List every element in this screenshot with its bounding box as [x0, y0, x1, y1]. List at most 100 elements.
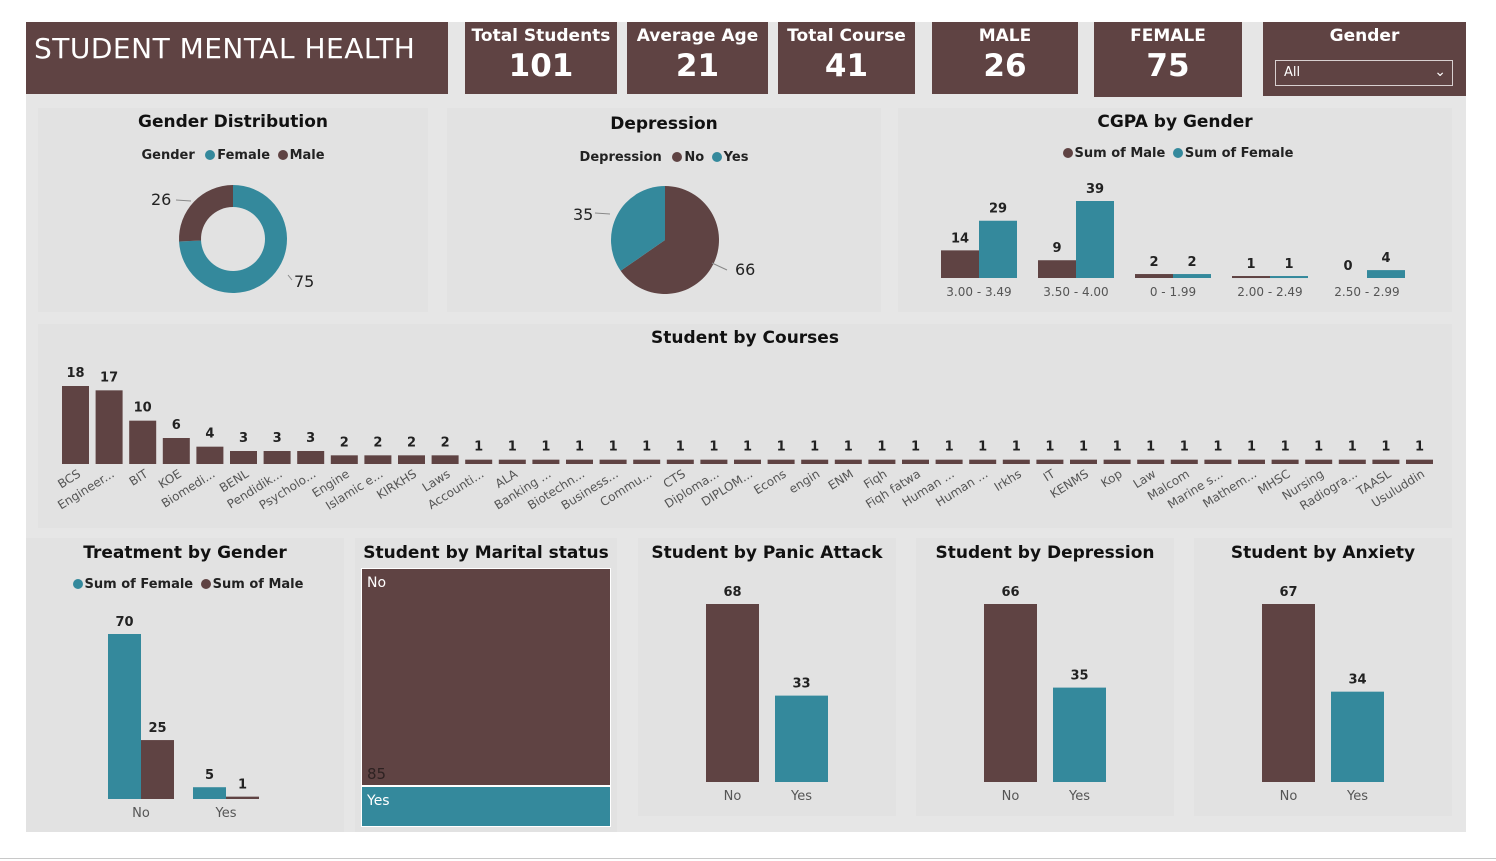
gender-donut-chart[interactable]: 75 26	[38, 108, 428, 312]
course-bar[interactable]	[1406, 459, 1433, 464]
cgpa-bar-female[interactable]	[979, 220, 1017, 278]
data-label: 2	[441, 435, 450, 450]
course-bar[interactable]	[1036, 459, 1064, 464]
course-bar[interactable]	[969, 459, 997, 464]
cgpa-bar-male[interactable]	[1135, 274, 1173, 278]
course-bar[interactable]	[801, 459, 829, 464]
course-bar[interactable]	[498, 459, 526, 464]
bar-yes[interactable]	[1331, 691, 1384, 782]
course-bar[interactable]	[666, 459, 694, 464]
legend-male[interactable]: Sum of Male	[1074, 146, 1166, 161]
donut-slice-male[interactable]	[179, 185, 233, 242]
cgpa-bar-male[interactable]	[1038, 260, 1076, 278]
legend-yes[interactable]: Yes	[723, 150, 749, 165]
gender-dropdown[interactable]: All ⌄	[1275, 60, 1453, 86]
course-bar[interactable]	[1070, 459, 1097, 464]
course-bar[interactable]	[834, 459, 862, 464]
page-title: STUDENT MENTAL HEALTH	[34, 32, 416, 65]
bar-no[interactable]	[1262, 604, 1315, 782]
course-bar[interactable]	[95, 390, 123, 464]
course-bar[interactable]	[129, 420, 157, 464]
course-bar[interactable]	[62, 386, 89, 464]
course-bar[interactable]	[599, 459, 627, 464]
course-bar[interactable]	[465, 459, 493, 464]
leader-line[interactable]	[594, 212, 611, 215]
course-bar[interactable]	[1204, 459, 1232, 464]
cgpa-bar-male[interactable]	[1232, 276, 1270, 279]
panic-bar-chart[interactable]: 68 No 33 Yes	[638, 538, 896, 816]
cgpa-bar-female[interactable]	[1076, 201, 1114, 278]
course-bar[interactable]	[364, 455, 392, 464]
course-bar[interactable]	[935, 459, 963, 464]
bar-yes[interactable]	[1053, 687, 1106, 782]
anxiety-bar-chart[interactable]: 67 No 34 Yes	[1194, 538, 1452, 816]
course-bar[interactable]	[263, 451, 291, 464]
course-bar[interactable]	[297, 451, 325, 464]
legend-female[interactable]: Female	[217, 148, 271, 163]
leader-line[interactable]	[287, 274, 293, 281]
leader-line[interactable]	[711, 262, 728, 271]
legend-male[interactable]: Male	[289, 148, 325, 163]
courses-bar-chart[interactable]: 18BCS17Engineer...10BIT6KOE4Biomedi...3B…	[38, 324, 1452, 528]
course-bar[interactable]	[1137, 459, 1165, 464]
course-bar[interactable]	[734, 459, 761, 464]
divider	[0, 858, 1496, 859]
course-bar[interactable]	[868, 459, 896, 464]
bar-yes[interactable]	[775, 695, 828, 782]
data-label: 35	[1070, 669, 1088, 684]
course-bar[interactable]	[196, 446, 224, 464]
chart-title: Student by Marital status	[363, 543, 609, 563]
course-bar[interactable]	[1372, 459, 1400, 464]
legend-male[interactable]: Sum of Male	[212, 577, 304, 592]
course-bar[interactable]	[767, 459, 795, 464]
data-label: 70	[115, 615, 133, 630]
treemap-tile-no[interactable]: No 85	[361, 568, 611, 786]
donut-slice-female[interactable]	[179, 185, 287, 293]
cgpa-bar-female[interactable]	[1367, 270, 1405, 278]
course-bar[interactable]	[1338, 459, 1366, 464]
treatment-bar-female[interactable]	[193, 787, 226, 799]
bar-no[interactable]	[984, 604, 1037, 782]
course-bar[interactable]	[633, 459, 661, 464]
course-bar[interactable]	[330, 455, 358, 464]
course-bar[interactable]	[1103, 459, 1131, 464]
treemap-tile-yes[interactable]: Yes	[361, 786, 611, 827]
legend-no[interactable]: No	[684, 150, 705, 165]
cgpa-bar-female[interactable]	[1173, 274, 1211, 278]
course-bar[interactable]	[532, 459, 560, 464]
leader-line[interactable]	[175, 199, 192, 202]
course-bar[interactable]	[1238, 459, 1265, 464]
treatment-bar-female[interactable]	[108, 634, 141, 799]
treatment-bar-male[interactable]	[141, 740, 174, 799]
data-label: 1	[1012, 440, 1021, 455]
depression-bar-chart[interactable]: 66 No 35 Yes	[916, 538, 1174, 816]
course-bar[interactable]	[566, 459, 593, 464]
data-label: 1	[1247, 440, 1256, 455]
legend-female[interactable]: Sum of Female	[84, 577, 194, 592]
cgpa-bar-female[interactable]	[1270, 276, 1308, 279]
pie-slice-no[interactable]	[620, 186, 719, 294]
depression-pie-chart[interactable]: 66 35	[447, 108, 881, 312]
course-bar[interactable]	[1305, 459, 1333, 464]
pie-slice-yes[interactable]	[611, 186, 665, 271]
x-tick-label: Yes	[790, 789, 812, 804]
course-bar[interactable]	[1271, 459, 1299, 464]
course-bar[interactable]	[1002, 459, 1030, 464]
course-bar[interactable]	[902, 459, 929, 464]
cgpa-bar-male[interactable]	[941, 250, 979, 278]
course-bar[interactable]	[230, 451, 257, 464]
data-label: 1	[575, 440, 584, 455]
course-bar[interactable]	[700, 459, 728, 464]
course-bar[interactable]	[431, 455, 459, 464]
course-bar[interactable]	[1170, 459, 1198, 464]
course-bar[interactable]	[398, 455, 425, 464]
legend-female[interactable]: Sum of Female	[1184, 146, 1294, 161]
chevron-down-icon[interactable]: ⌄	[1434, 64, 1446, 80]
bar-no[interactable]	[706, 604, 759, 782]
kpi-male: MALE 26	[932, 22, 1078, 94]
course-bar[interactable]	[162, 438, 190, 464]
treatment-bar-male[interactable]	[226, 796, 259, 799]
data-label: 3	[306, 431, 315, 446]
